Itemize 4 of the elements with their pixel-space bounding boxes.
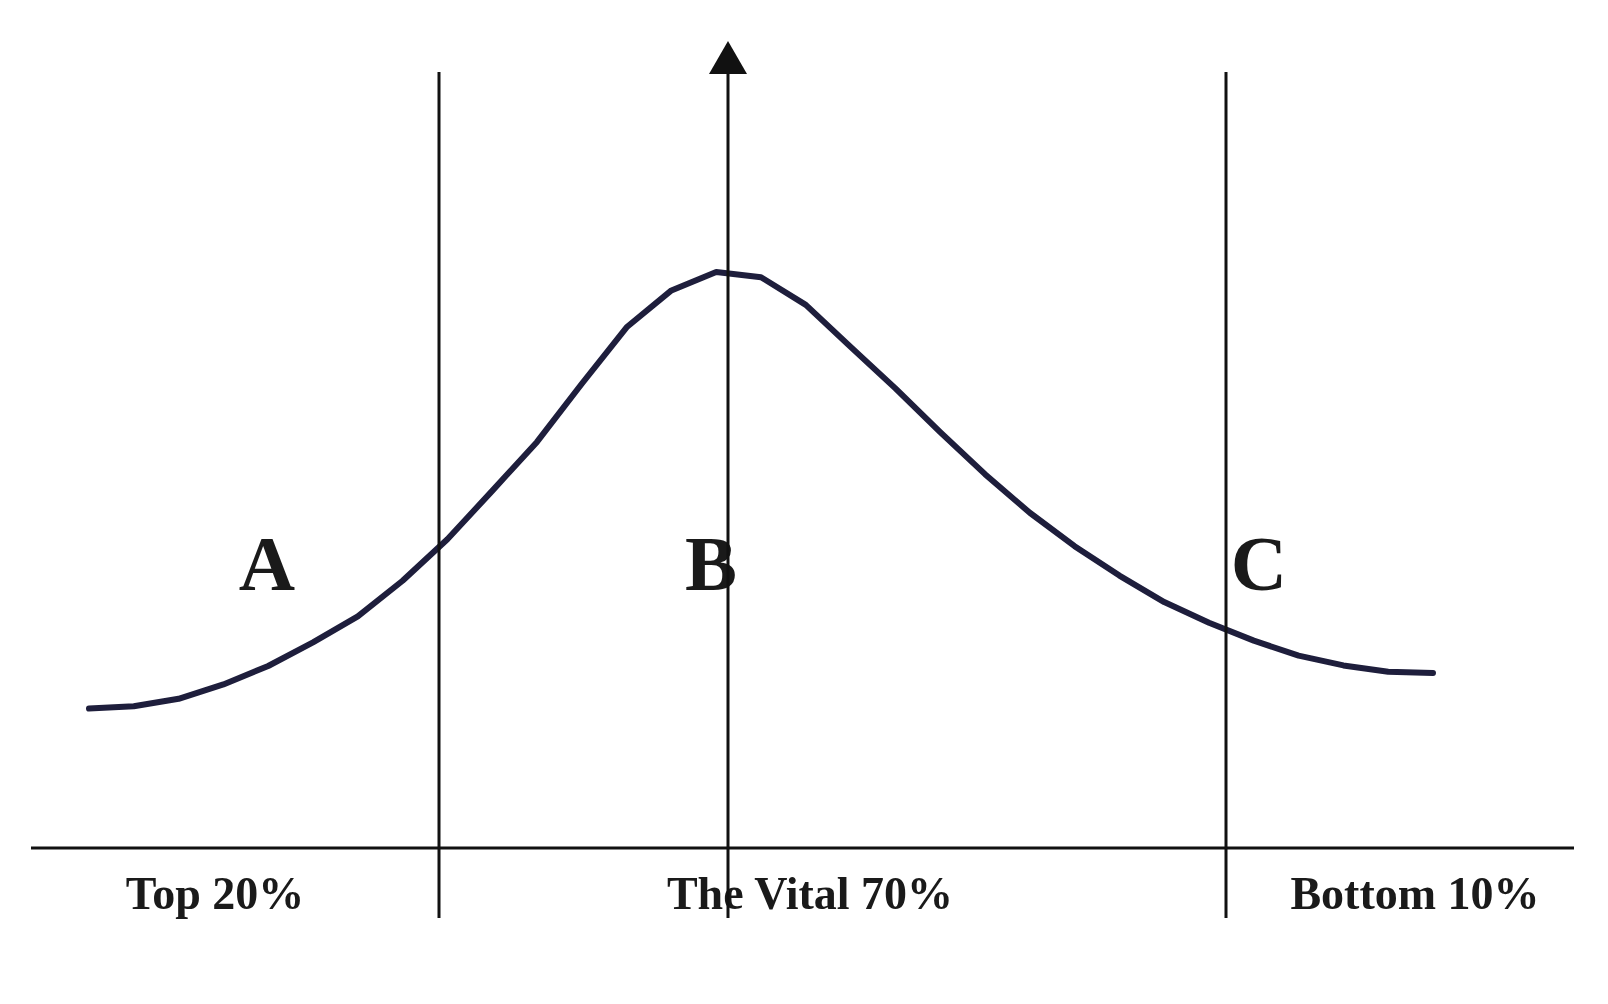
text: Top 20% (125, 868, 305, 919)
annotation: C (1230, 520, 1288, 607)
annotation: A (238, 520, 296, 607)
text: Bottom 10% (1290, 868, 1540, 919)
